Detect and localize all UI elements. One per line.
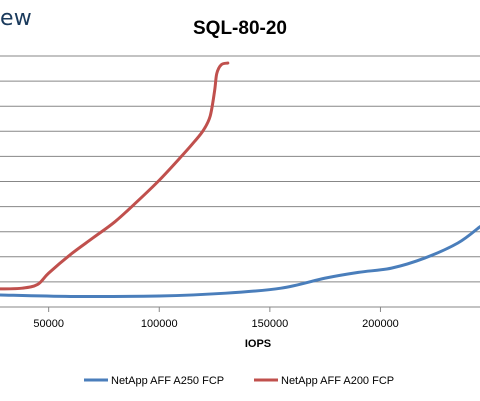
chart-title: SQL-80-20 <box>193 18 287 39</box>
x-tick-label: 150000 <box>252 318 289 330</box>
x-axis-label: IOPS <box>245 338 271 350</box>
x-tick-label: 100000 <box>141 318 178 330</box>
legend: NetApp AFF A250 FCP NetApp AFF A200 FCP <box>84 375 394 387</box>
x-tick-label: 50000 <box>33 318 64 330</box>
x-axis-ticks: 50000 100000 150000 200000 <box>33 307 399 330</box>
series-group <box>0 61 480 299</box>
legend-label-2: NetApp AFF A200 FCP <box>281 375 394 387</box>
x-tick-label: 200000 <box>362 318 399 330</box>
series-line-2 <box>0 61 230 291</box>
legend-label-1: NetApp AFF A250 FCP <box>111 375 224 387</box>
brand-logo-text: ew <box>0 6 32 31</box>
gridlines <box>0 55 480 308</box>
series-line-1 <box>0 225 480 299</box>
